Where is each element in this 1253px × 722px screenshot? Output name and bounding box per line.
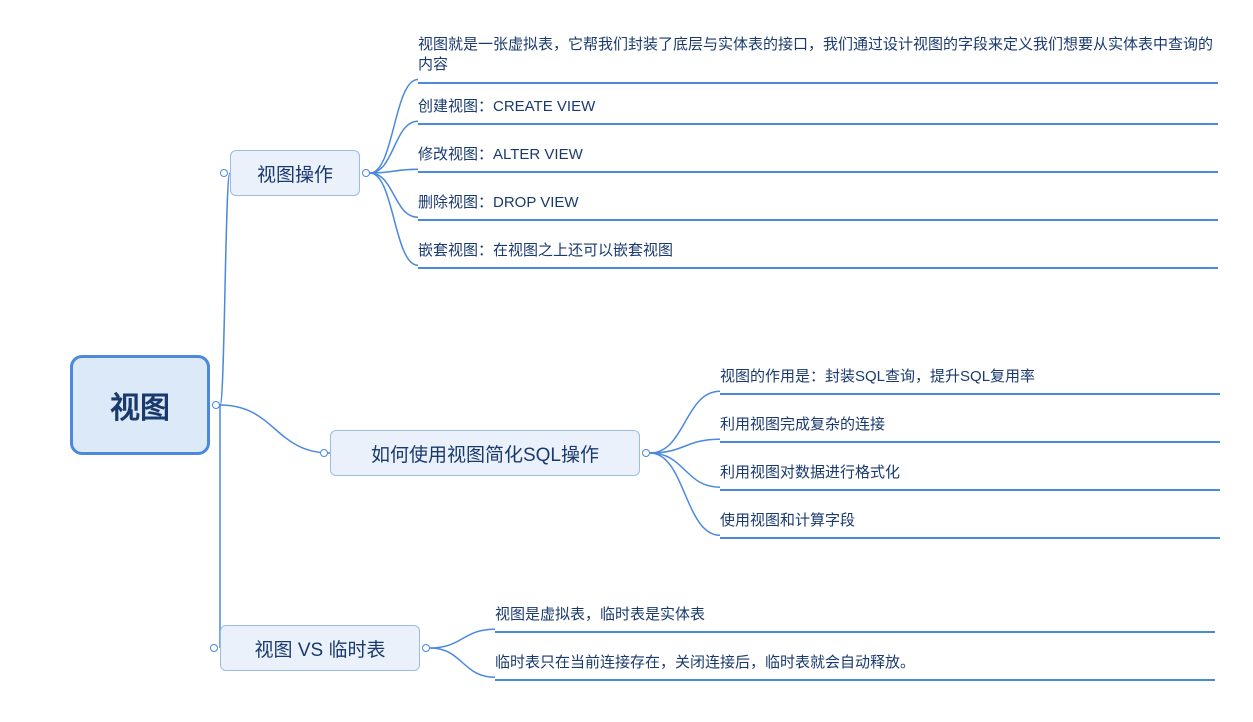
leaf-item: 视图的作用是：封装SQL查询，提升SQL复用率 <box>720 367 1220 395</box>
connector-dot <box>362 169 370 177</box>
root-label: 视图 <box>110 383 170 427</box>
branch-label: 如何使用视图简化SQL操作 <box>371 440 599 467</box>
leaf-item: 创建视图：CREATE VIEW <box>418 97 1218 125</box>
leaf-item: 使用视图和计算字段 <box>720 511 1220 539</box>
branch-label: 视图 VS 临时表 <box>255 635 386 662</box>
leaf-item: 删除视图：DROP VIEW <box>418 193 1218 221</box>
leaf-item: 临时表只在当前连接存在，关闭连接后，临时表就会自动释放。 <box>495 653 1215 681</box>
leaf-item: 修改视图：ALTER VIEW <box>418 145 1218 173</box>
leaf-item: 利用视图完成复杂的连接 <box>720 415 1220 443</box>
leaf-item: 视图是虚拟表，临时表是实体表 <box>495 605 1215 633</box>
leaf-item: 嵌套视图：在视图之上还可以嵌套视图 <box>418 241 1218 269</box>
connector-dot <box>210 644 218 652</box>
connector-dot <box>212 401 220 409</box>
leaf-item: 利用视图对数据进行格式化 <box>720 463 1220 491</box>
branch-vs: 视图 VS 临时表 <box>220 625 420 671</box>
branch-label: 视图操作 <box>257 160 333 187</box>
branch-ops: 视图操作 <box>230 150 360 196</box>
connector-dot <box>220 169 228 177</box>
connector-dot <box>642 449 650 457</box>
connector-dot <box>422 644 430 652</box>
root-node: 视图 <box>70 355 210 455</box>
connector-dot <box>320 449 328 457</box>
branch-simplify: 如何使用视图简化SQL操作 <box>330 430 640 476</box>
leaf-item: 视图就是一张虚拟表，它帮我们封装了底层与实体表的接口，我们通过设计视图的字段来定… <box>418 35 1218 84</box>
